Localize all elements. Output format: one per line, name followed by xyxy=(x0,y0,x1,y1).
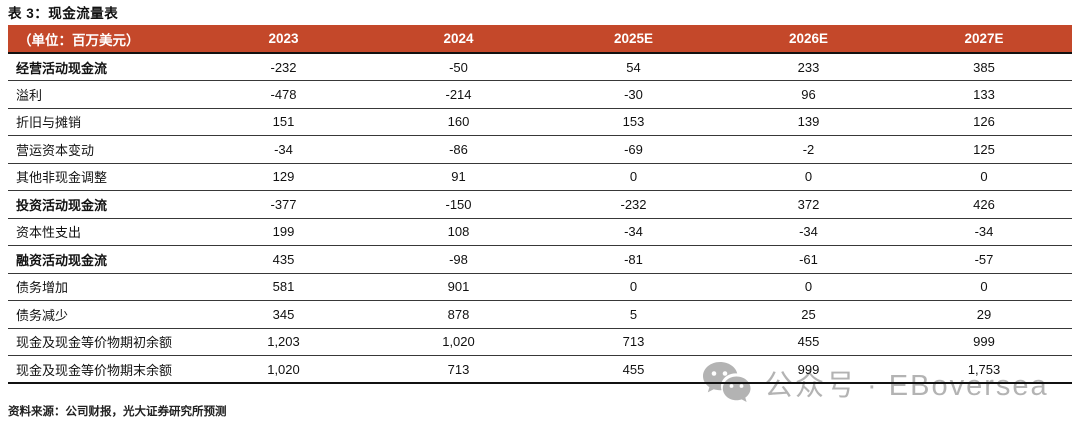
row-label: 现金及现金等价物期末余额 xyxy=(8,355,196,384)
cell-value: 129 xyxy=(196,163,371,191)
table-row: 现金及现金等价物期末余额 1,020 713 455 999 1,753 xyxy=(8,355,1072,384)
cell-value: 435 xyxy=(196,245,371,274)
table-row: 融资活动现金流 435 -98 -81 -61 -57 xyxy=(8,245,1072,274)
year-column-header: 2023 xyxy=(196,25,371,53)
table-header-row: （单位：百万美元） 2023 2024 2025E 2026E 2027E xyxy=(8,25,1072,53)
row-label: 现金及现金等价物期初余额 xyxy=(8,328,196,356)
cell-value: -377 xyxy=(196,190,371,219)
source-note: 资料来源：公司财报，光大证券研究所预测 xyxy=(8,406,227,418)
cell-value: -150 xyxy=(371,190,546,219)
table-row: 债务减少 345 878 5 25 29 xyxy=(8,300,1072,329)
cell-value: -50 xyxy=(371,53,546,81)
cell-value: 96 xyxy=(721,80,896,109)
row-label: 其他非现金调整 xyxy=(8,163,196,191)
year-column-header: 2024 xyxy=(371,25,546,53)
cell-value: -34 xyxy=(546,218,721,246)
cell-value: 5 xyxy=(546,300,721,329)
cell-value: 1,020 xyxy=(196,355,371,384)
cell-value: 151 xyxy=(196,108,371,136)
row-label: 溢利 xyxy=(8,80,196,109)
cell-value: 455 xyxy=(721,328,896,356)
cell-value: -34 xyxy=(196,135,371,164)
cell-value: 0 xyxy=(721,163,896,191)
cell-value: 108 xyxy=(371,218,546,246)
cell-value: 54 xyxy=(546,53,721,81)
cell-value: 0 xyxy=(546,163,721,191)
cell-value: 999 xyxy=(721,355,896,384)
cell-value: 1,753 xyxy=(896,355,1072,384)
cell-value: 199 xyxy=(196,218,371,246)
cell-value: -81 xyxy=(546,245,721,274)
year-column-header: 2027E xyxy=(896,25,1072,53)
row-label: 投资活动现金流 xyxy=(8,190,196,219)
table-body: 经营活动现金流 -232 -50 54 233 385 溢利 -478 -214 -30 96 133… xyxy=(8,53,1072,384)
row-label: 折旧与摊销 xyxy=(8,108,196,136)
cell-value: 713 xyxy=(546,328,721,356)
cell-value: 0 xyxy=(721,273,896,301)
table-row: 资本性支出 199 108 -34 -34 -34 xyxy=(8,218,1072,246)
row-label: 债务增加 xyxy=(8,273,196,301)
cell-value: -69 xyxy=(546,135,721,164)
cell-value: -214 xyxy=(371,80,546,109)
cell-value: 153 xyxy=(546,108,721,136)
row-label: 融资活动现金流 xyxy=(8,245,196,274)
year-column-header: 2026E xyxy=(721,25,896,53)
table-title: 表 3：现金流量表 xyxy=(8,6,119,21)
cell-value: 878 xyxy=(371,300,546,329)
cell-value: 372 xyxy=(721,190,896,219)
cell-value: 345 xyxy=(196,300,371,329)
cell-value: -57 xyxy=(896,245,1072,274)
table-row: 折旧与摊销 151 160 153 139 126 xyxy=(8,108,1072,136)
year-column-header: 2025E xyxy=(546,25,721,53)
cell-value: -478 xyxy=(196,80,371,109)
cell-value: 385 xyxy=(896,53,1072,81)
table-row: 溢利 -478 -214 -30 96 133 xyxy=(8,80,1072,109)
cell-value: 1,203 xyxy=(196,328,371,356)
table-row: 其他非现金调整 129 91 0 0 0 xyxy=(8,163,1072,191)
unit-label: （单位：百万美元） xyxy=(8,25,196,53)
row-label: 债务减少 xyxy=(8,300,196,329)
cell-value: 91 xyxy=(371,163,546,191)
cell-value: 901 xyxy=(371,273,546,301)
cash-flow-table: （单位：百万美元） 2023 2024 2025E 2026E 2027E 经营… xyxy=(8,25,1072,384)
cell-value: 160 xyxy=(371,108,546,136)
cell-value: 233 xyxy=(721,53,896,81)
cell-value: 0 xyxy=(546,273,721,301)
table-row: 营运资本变动 -34 -86 -69 -2 125 xyxy=(8,135,1072,164)
cell-value: 713 xyxy=(371,355,546,384)
cell-value: 1,020 xyxy=(371,328,546,356)
cell-value: -232 xyxy=(196,53,371,81)
row-label: 营运资本变动 xyxy=(8,135,196,164)
cell-value: -232 xyxy=(546,190,721,219)
table-row: 投资活动现金流 -377 -150 -232 372 426 xyxy=(8,190,1072,219)
row-label: 经营活动现金流 xyxy=(8,53,196,81)
cell-value: -30 xyxy=(546,80,721,109)
row-label: 资本性支出 xyxy=(8,218,196,246)
cell-value: 139 xyxy=(721,108,896,136)
cell-value: 125 xyxy=(896,135,1072,164)
cell-value: -34 xyxy=(721,218,896,246)
table-row: 现金及现金等价物期初余额 1,203 1,020 713 455 999 xyxy=(8,328,1072,356)
cell-value: 426 xyxy=(896,190,1072,219)
cell-value: 133 xyxy=(896,80,1072,109)
cell-value: 999 xyxy=(896,328,1072,356)
cell-value: 126 xyxy=(896,108,1072,136)
cell-value: 29 xyxy=(896,300,1072,329)
table-row: 债务增加 581 901 0 0 0 xyxy=(8,273,1072,301)
cell-value: 0 xyxy=(896,163,1072,191)
cell-value: -34 xyxy=(896,218,1072,246)
cell-value: -2 xyxy=(721,135,896,164)
cell-value: 25 xyxy=(721,300,896,329)
table-row: 经营活动现金流 -232 -50 54 233 385 xyxy=(8,53,1072,81)
cell-value: -86 xyxy=(371,135,546,164)
cell-value: 581 xyxy=(196,273,371,301)
cell-value: 0 xyxy=(896,273,1072,301)
cell-value: 455 xyxy=(546,355,721,384)
cell-value: -61 xyxy=(721,245,896,274)
cell-value: -98 xyxy=(371,245,546,274)
